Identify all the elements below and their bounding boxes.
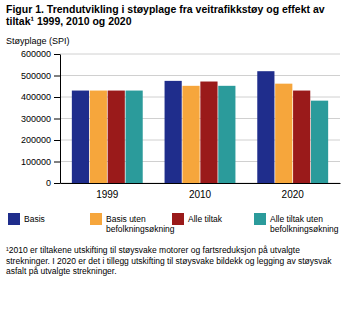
y-axis-line	[60, 55, 61, 184]
y-tick-label: 200000	[21, 135, 51, 145]
bar	[200, 82, 217, 183]
y-tick-mark	[54, 162, 60, 163]
legend-swatch	[254, 213, 266, 225]
x-tick-label: 1999	[96, 189, 119, 200]
bar	[108, 91, 125, 183]
y-tick-mark	[54, 183, 60, 184]
legend-label: Alle tiltak utenbefolkningsøkning	[270, 214, 339, 234]
y-tick-mark	[54, 54, 60, 55]
bar	[293, 91, 310, 183]
y-tick: 500000	[21, 71, 60, 81]
legend-swatch	[172, 213, 184, 225]
x-tick: 1999	[96, 183, 119, 200]
chart: Figur 1. Trendutvikling i støyplage fra …	[0, 0, 348, 324]
y-tick: 400000	[21, 92, 60, 102]
bar	[90, 91, 107, 183]
legend-label: Alle tiltak	[188, 214, 223, 224]
y-tick-label: 500000	[21, 71, 51, 81]
legend-swatch	[8, 213, 20, 225]
bars	[72, 71, 328, 183]
x-axis-line	[61, 183, 341, 184]
y-tick: 300000	[21, 114, 60, 124]
legend-label: befolkningsøkning	[106, 224, 175, 234]
y-tick-label: 600000	[21, 49, 51, 59]
y-tick-mark	[54, 76, 60, 77]
y-tick-mark	[54, 119, 60, 120]
title: Figur 1. Trendutvikling i støyplage fra …	[6, 3, 325, 27]
footnote: ¹2010 er tiltakene utskifting til støysv…	[6, 245, 332, 276]
footnote: asfalt på utvalgte strekninger.	[6, 266, 117, 276]
y-tick: 100000	[21, 157, 60, 167]
y-tick-label: 100000	[21, 157, 51, 167]
y-tick-label: 0	[46, 178, 51, 188]
bar	[165, 81, 182, 183]
legend-label: Basis	[24, 214, 45, 224]
y-tick-label: 400000	[21, 92, 51, 102]
legend-swatch	[90, 213, 102, 225]
y-tick-mark	[54, 97, 60, 98]
legend-label: Alle tiltak uten	[270, 214, 323, 224]
bar	[311, 101, 328, 183]
bar	[218, 86, 235, 183]
y-tick-mark	[54, 140, 60, 141]
plot: 0 100000 200000 300000 400000 500000 600000 199…	[21, 49, 341, 200]
y-tick: 0	[46, 178, 60, 188]
legend-label: Alle tiltak	[188, 214, 223, 224]
y-axis: 0 100000 200000 300000 400000 500000 600000	[21, 49, 61, 188]
y-tick-label: 300000	[21, 114, 51, 124]
grid	[60, 54, 340, 183]
footnote: strekninger. I 2020 er det i tillegg uts…	[6, 256, 332, 266]
x-axis: 1999 2010 2020	[61, 183, 341, 200]
bar	[126, 91, 143, 183]
y-tick: 200000	[21, 135, 60, 145]
grid-line	[60, 75, 340, 76]
bar	[257, 71, 274, 183]
legend: BasisBasis utenbefolkningsøkningAlle til…	[8, 213, 339, 234]
title: Figur 1. Trendutvikling i støyplage fra …	[6, 3, 325, 15]
grid-line	[60, 54, 340, 55]
bar	[275, 84, 292, 183]
y-axis-title: Støyplage (SPI)	[6, 36, 70, 46]
bar	[182, 86, 199, 183]
legend-label: Basis uten	[106, 214, 146, 224]
legend-label: Basis	[24, 214, 45, 224]
footnote: ¹2010 er tiltakene utskifting til støysv…	[6, 245, 300, 255]
bar	[72, 91, 89, 183]
x-tick-label: 2020	[282, 189, 305, 200]
legend-label: Basis utenbefolkningsøkning	[106, 214, 175, 234]
legend-label: befolkningsøkning	[270, 224, 339, 234]
y-tick: 600000	[21, 49, 60, 59]
x-tick: 2010	[189, 183, 212, 200]
title: tiltak¹ 1999, 2010 og 2020	[6, 15, 132, 27]
x-tick-label: 2010	[189, 189, 212, 200]
x-tick: 2020	[282, 183, 305, 200]
